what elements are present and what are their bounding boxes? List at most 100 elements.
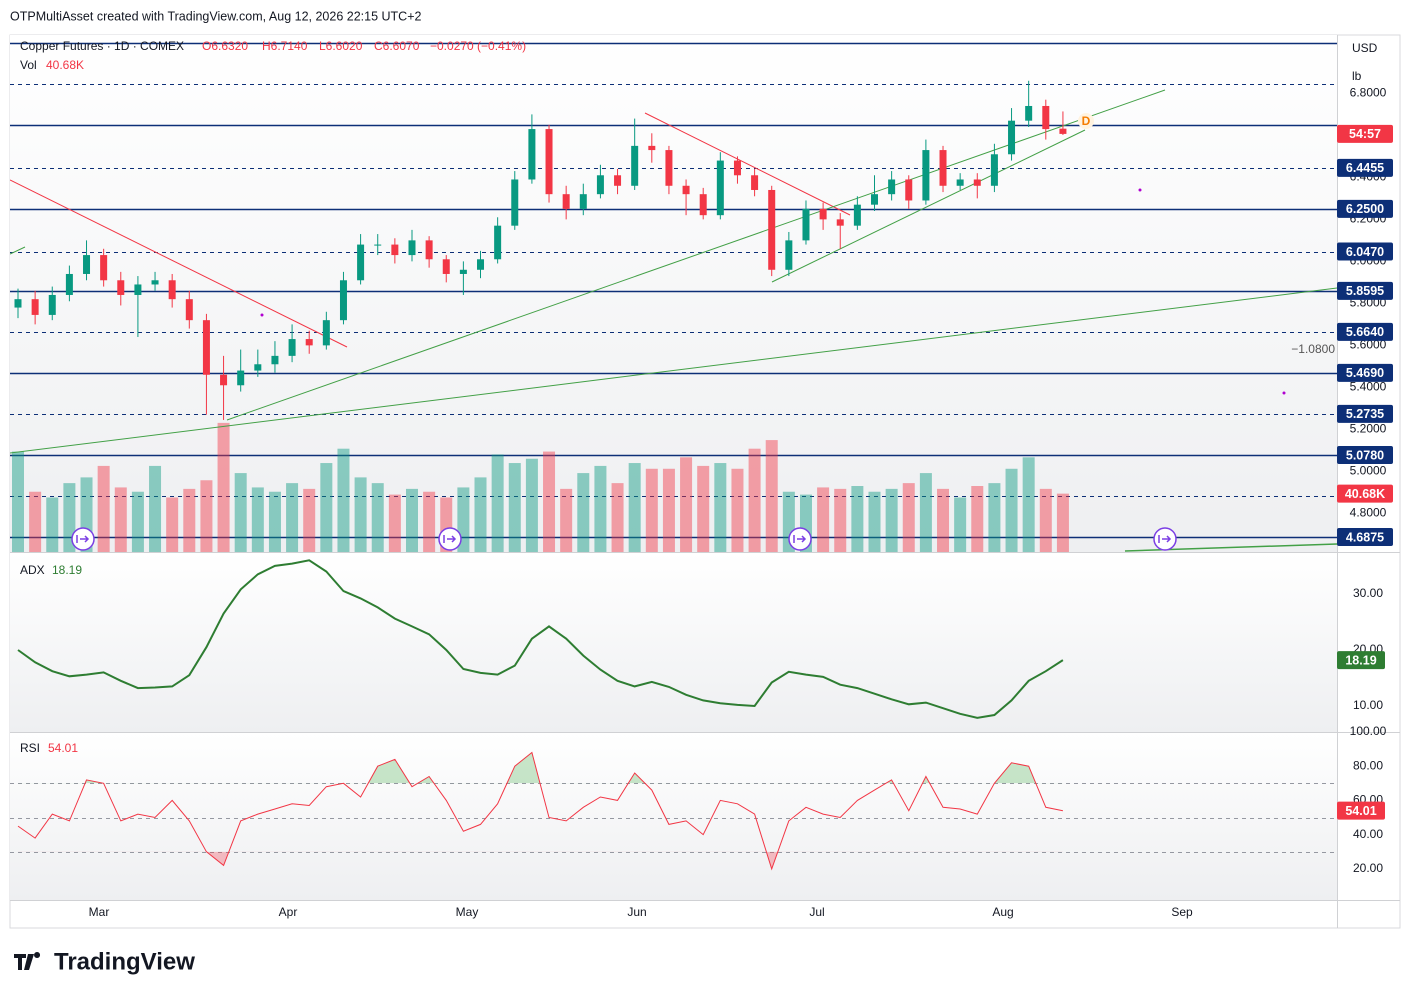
y-tick-label: 5.6000: [1350, 338, 1387, 352]
candle-body: [14, 299, 22, 308]
candle-body: [408, 240, 416, 256]
volume-bar: [474, 477, 487, 552]
countdown: 54:57: [1349, 127, 1381, 141]
volume-bar: [131, 491, 144, 552]
candle-body: [990, 154, 998, 186]
candle-body: [853, 204, 861, 226]
candle-body: [665, 150, 673, 186]
candle-body: [836, 219, 844, 226]
level-label: 5.6640: [1346, 325, 1384, 339]
volume-bar: [166, 497, 179, 552]
candle-body: [271, 355, 279, 365]
dividend-marker[interactable]: [1078, 113, 1094, 129]
y-tick-label: 30.00: [1353, 586, 1383, 600]
volume-bar: [662, 468, 675, 552]
volume-bar: [1056, 493, 1069, 552]
volume-bar: [714, 463, 727, 552]
level-label-box: [1337, 363, 1393, 382]
currency[interactable]: USD: [1352, 41, 1378, 55]
adx-pane: [10, 553, 1337, 732]
volume-bar: [611, 483, 624, 552]
x-tick-label: Jul: [809, 905, 824, 919]
candle-body: [545, 129, 553, 195]
candle-body: [357, 244, 365, 281]
candle-body: [254, 364, 262, 371]
y-tick-label: 5.0000: [1350, 464, 1387, 478]
candle-body: [168, 280, 176, 300]
price-label-box: [1337, 124, 1393, 143]
candle-body: [305, 339, 313, 346]
volume-bar: [46, 497, 59, 552]
legend-symbol: Copper Futures · 1D · COMEX: [20, 39, 184, 53]
candle-body: [579, 194, 587, 209]
x-tick-label: Mar: [89, 905, 110, 919]
candle-body: [322, 320, 330, 346]
volume-bar: [268, 491, 281, 552]
candle-body: [48, 294, 56, 315]
trendline: [10, 287, 1337, 454]
candle-body: [888, 179, 896, 195]
volume-bar: [731, 468, 744, 552]
candle-body: [614, 175, 622, 186]
trendline: [10, 179, 348, 348]
legend-close: C6.6070: [374, 39, 420, 53]
indicator-line: [17, 751, 1063, 871]
level-label-box: [1337, 158, 1393, 177]
y-tick-label: 100.00: [1350, 724, 1387, 738]
volume-bar: [286, 483, 299, 552]
candle-body: [648, 145, 656, 151]
level-label: 5.0780: [1346, 448, 1384, 462]
candle-body: [528, 129, 536, 180]
volume-bar: [988, 483, 1001, 552]
rsi-legend-value: 54.01: [48, 741, 78, 755]
volume-bar: [251, 487, 264, 552]
candle-body: [391, 244, 399, 256]
marker-dot: [1282, 391, 1286, 395]
event-icon-glyph: [793, 535, 807, 543]
volume-bar: [12, 451, 24, 552]
level-label-box: [1337, 404, 1393, 423]
price-pane: [10, 35, 1337, 552]
indicator-line: [17, 559, 1064, 719]
volume-bar: [423, 491, 436, 552]
candle-body: [956, 179, 964, 186]
volume-bar: [543, 451, 556, 552]
candle-body: [237, 370, 245, 386]
annotation: −1.0800: [1291, 342, 1335, 356]
candle-body: [134, 284, 142, 295]
trendline: [644, 112, 851, 216]
trendline: [771, 129, 1086, 283]
candle-body: [374, 244, 382, 246]
candle-body: [871, 194, 878, 205]
candle-body: [494, 225, 502, 260]
candle-body: [442, 259, 450, 274]
level-label: 6.4455: [1346, 161, 1384, 175]
volume-bar: [765, 440, 778, 552]
y-tick-label: 4.8000: [1350, 506, 1387, 520]
volume-bar: [491, 454, 504, 552]
volume-bar: [1039, 488, 1052, 552]
candle-body: [425, 240, 433, 260]
volume-bar: [217, 422, 230, 552]
volume-bar: [303, 488, 316, 552]
y-tick-label: 10.00: [1353, 698, 1383, 712]
volume-bar: [1005, 468, 1018, 552]
y-tick-label: 5.4000: [1350, 380, 1387, 394]
volume-bar: [29, 491, 42, 552]
volume-bar: [525, 458, 538, 552]
value-label-box: [1337, 651, 1385, 670]
value-label: 54.01: [1345, 804, 1376, 818]
candle-body: [973, 179, 981, 186]
level-label-box: [1337, 281, 1393, 300]
legend-open: O6.6320: [202, 39, 248, 53]
x-tick-label: Apr: [279, 905, 298, 919]
volume-bar: [388, 494, 401, 552]
volume-bar: [834, 488, 847, 552]
volume-bar: [320, 463, 333, 552]
level-label-box: [1337, 199, 1393, 218]
candle-body: [288, 339, 296, 356]
x-tick-label: May: [456, 905, 479, 919]
unit[interactable]: lb: [1352, 69, 1362, 83]
candle-body: [733, 160, 741, 176]
